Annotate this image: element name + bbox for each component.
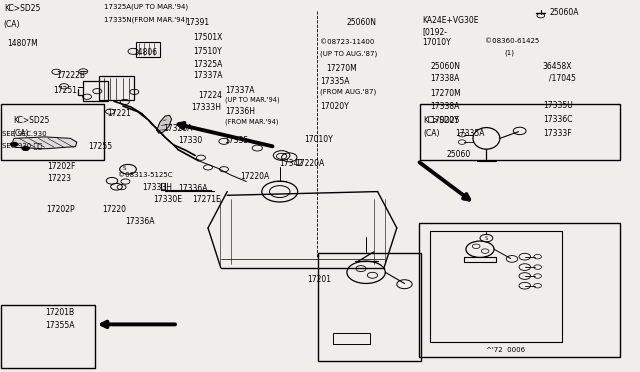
Text: 17335: 17335 [224, 136, 248, 145]
Text: 25060N: 25060N [347, 18, 377, 27]
Text: 17355A: 17355A [45, 321, 74, 330]
Text: 17020Y: 17020Y [320, 102, 349, 111]
Text: 17202P: 17202P [46, 205, 75, 214]
Text: (UP TO MAR.'94): (UP TO MAR.'94) [225, 97, 280, 103]
Text: 17337A: 17337A [193, 71, 223, 80]
Circle shape [10, 142, 18, 147]
Text: 17501X: 17501X [193, 33, 223, 42]
Text: SEE SEC.930: SEE SEC.930 [2, 131, 47, 137]
Text: 17271E: 17271E [192, 195, 221, 204]
Text: 17338A: 17338A [430, 102, 460, 111]
Text: KA24E+VG30E: KA24E+VG30E [422, 16, 479, 25]
Text: [0192-: [0192- [422, 27, 447, 36]
Bar [420, 104, 620, 160]
Text: 17223: 17223 [47, 174, 70, 183]
Text: 17221: 17221 [108, 109, 131, 118]
Text: 17251: 17251 [53, 86, 77, 94]
Text: /17045: /17045 [549, 74, 576, 83]
Bar [1, 104, 104, 160]
Bar [333, 333, 370, 344]
Bar [136, 42, 160, 57]
Polygon shape [157, 115, 172, 133]
Text: 17336C: 17336C [543, 115, 572, 124]
Text: (1): (1) [504, 49, 515, 55]
Text: 17220A: 17220A [241, 172, 270, 181]
Text: 17220A: 17220A [296, 159, 325, 168]
Text: 17220: 17220 [102, 205, 127, 214]
Text: 17335A: 17335A [456, 129, 485, 138]
Text: 17336A: 17336A [178, 184, 207, 193]
Text: 17335N(FROM MAR.'94): 17335N(FROM MAR.'94) [104, 17, 188, 23]
Text: 17335U: 17335U [543, 101, 572, 110]
Text: 17201: 17201 [307, 275, 332, 284]
Text: ^'72  0006: ^'72 0006 [486, 347, 525, 353]
Text: (FROM AUG.'87): (FROM AUG.'87) [320, 89, 376, 95]
Text: ©08360-61425: ©08360-61425 [485, 38, 540, 44]
Text: 17224: 17224 [198, 91, 223, 100]
Bar [83, 81, 108, 101]
Text: 17222B: 17222B [56, 71, 85, 80]
Text: 17330: 17330 [178, 136, 202, 145]
Text: 17333H: 17333H [191, 103, 221, 112]
Text: KC>SD25: KC>SD25 [13, 116, 49, 125]
Bar [318, 253, 421, 361]
Text: 17010Y: 17010Y [422, 38, 451, 47]
Text: 17333F: 17333F [543, 129, 572, 138]
Text: 17333H: 17333H [142, 183, 172, 192]
Text: (CA): (CA) [4, 20, 20, 29]
Text: 25060N: 25060N [430, 62, 460, 71]
Text: (CA): (CA) [13, 129, 29, 138]
Text: 17336A: 17336A [125, 217, 154, 225]
Text: (UP TO AUG.'87): (UP TO AUG.'87) [320, 50, 377, 57]
Text: SEC.930 参照: SEC.930 参照 [2, 142, 42, 149]
Text: ©08313-5125C: ©08313-5125C [118, 172, 173, 178]
Bar [99, 76, 134, 100]
Bar [419, 223, 620, 357]
Text: 17201B: 17201B [45, 308, 74, 317]
Text: KC>SD25: KC>SD25 [4, 4, 40, 13]
Text: 17325A: 17325A [193, 60, 223, 68]
Text: S: S [485, 235, 488, 241]
Text: 17337A: 17337A [225, 86, 255, 94]
Text: 17255: 17255 [88, 142, 113, 151]
Text: S: S [123, 166, 127, 171]
Text: 17010Y: 17010Y [305, 135, 333, 144]
Text: 17326A: 17326A [163, 124, 193, 132]
Text: 17325A(UP TO MAR.'94): 17325A(UP TO MAR.'94) [104, 4, 188, 10]
Text: 17020Y: 17020Y [430, 116, 459, 125]
Text: KC>SD25: KC>SD25 [424, 116, 460, 125]
Text: 25060A: 25060A [549, 8, 579, 17]
Text: 17342: 17342 [279, 159, 303, 168]
Text: (CA): (CA) [424, 129, 440, 138]
Text: (FROM MAR.'94): (FROM MAR.'94) [225, 118, 279, 125]
Text: 17270M: 17270M [430, 89, 461, 97]
Text: 36458X: 36458X [543, 62, 572, 71]
Text: 17391: 17391 [186, 18, 210, 27]
Text: 17335A: 17335A [320, 77, 349, 86]
Text: 17510Y: 17510Y [193, 46, 222, 55]
Text: 14807M: 14807M [8, 39, 38, 48]
Bar [430, 231, 562, 342]
Polygon shape [13, 137, 77, 149]
Circle shape [22, 146, 29, 151]
Text: 17338A: 17338A [430, 74, 460, 83]
Bar [1, 305, 95, 368]
Text: 17330E: 17330E [154, 195, 182, 204]
Text: 17202F: 17202F [47, 162, 75, 171]
Text: 25060: 25060 [447, 150, 471, 158]
Text: 17270M: 17270M [326, 64, 357, 73]
Text: ©08723-11400: ©08723-11400 [320, 39, 374, 45]
Text: 14806: 14806 [133, 48, 157, 57]
Text: 17336H: 17336H [225, 107, 255, 116]
